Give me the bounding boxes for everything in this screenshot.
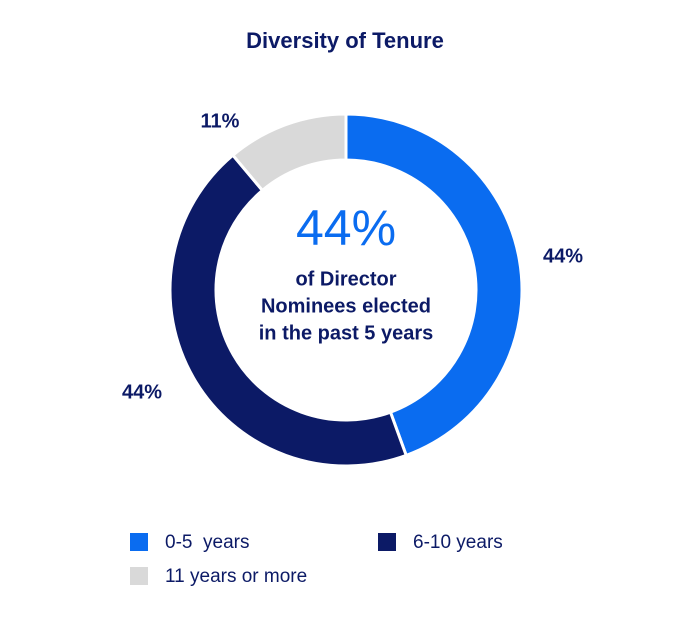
legend-swatch [378,533,396,551]
center-text: in the past 5 years [259,322,434,344]
legend-swatch [130,533,148,551]
legend-swatch [130,567,148,585]
data-label: 44% [543,245,583,267]
legend-label: 11 years or more [165,566,307,587]
data-label: 44% [122,381,162,403]
legend-label: 0-5 years [165,532,249,553]
legend-label: 6-10 years [413,532,503,553]
center-text: of Director [295,268,396,290]
center-text: Nominees elected [261,295,431,317]
center-value: 44% [296,200,396,256]
donut-slice [344,112,524,458]
data-label: 11% [201,110,240,132]
chart-title: Diversity of Tenure [246,28,444,53]
donut-slice [168,153,409,468]
donut-slice [230,112,348,193]
